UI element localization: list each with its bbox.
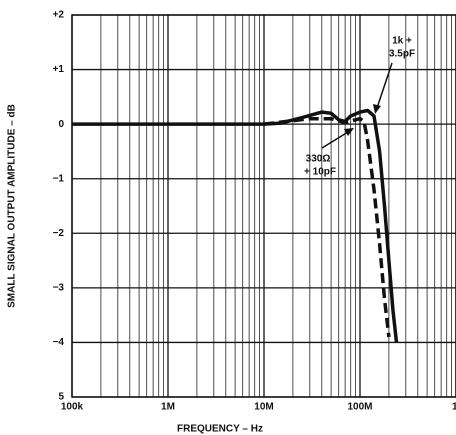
y-tick-label: +2: [53, 10, 65, 21]
annotation-arrow: [376, 62, 393, 109]
x-tick-label: 10M: [254, 402, 273, 413]
x-tick-label: 1: [452, 402, 456, 413]
annotation-arrow: [321, 131, 349, 149]
plot-frame: [71, 14, 456, 398]
series-line: [263, 116, 391, 338]
arrow-head: [344, 128, 354, 136]
y-tick-label: 0: [58, 119, 64, 130]
y-tick-label: −3: [53, 282, 65, 293]
grid: [71, 14, 456, 398]
x-tick-label: 1M: [161, 402, 175, 413]
annotation: 3.5pF: [389, 49, 415, 60]
y-tick-label: +1: [53, 64, 65, 75]
annotation: 1k +: [392, 36, 412, 47]
annotation: + 10pF: [304, 167, 336, 178]
y-tick-label: −2: [53, 228, 65, 239]
y-tick-label: 5: [58, 392, 64, 403]
y-axis-label: SMALL SIGNAL OUTPUT AMPLITUDE – dB: [7, 104, 18, 308]
x-tick-label: 100M: [347, 402, 372, 413]
y-tick-label: −1: [53, 173, 65, 184]
y-tick-label: −4: [53, 337, 65, 348]
x-axis-label: FREQUENCY – Hz: [177, 424, 263, 435]
series-line: [72, 108, 399, 343]
arrow-head: [373, 104, 381, 114]
marks: [72, 108, 399, 343]
annotation: 330Ω: [306, 154, 331, 165]
x-tick-label: 100k: [61, 402, 84, 413]
